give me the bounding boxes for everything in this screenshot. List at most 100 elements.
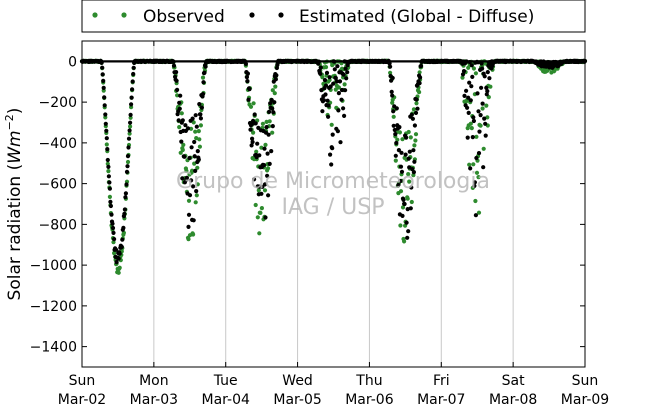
plot-area	[82, 41, 585, 367]
estimated-point	[266, 193, 271, 198]
observed-point	[193, 200, 198, 205]
estimated-point	[103, 121, 108, 126]
estimated-point	[472, 183, 477, 188]
estimated-point	[109, 212, 114, 217]
estimated-point	[187, 155, 192, 161]
estimated-point	[471, 118, 476, 124]
estimated-point	[130, 87, 135, 92]
estimated-point	[243, 61, 248, 66]
observed-point	[104, 142, 109, 147]
y-tick-label: 0	[68, 54, 77, 70]
observed-point	[200, 75, 206, 80]
estimated-point	[391, 123, 396, 128]
estimated-point	[125, 164, 130, 169]
observed-point	[406, 129, 411, 135]
estimated-point	[176, 118, 181, 123]
estimated-point	[131, 71, 136, 77]
estimated-point	[262, 146, 267, 151]
estimated-point	[198, 112, 203, 117]
observed-point	[191, 120, 196, 125]
y-tick-label: −400	[39, 136, 77, 152]
estimated-point	[332, 67, 337, 72]
observed-point	[180, 147, 185, 153]
observed-point	[400, 137, 405, 142]
estimated-point	[325, 98, 330, 103]
x-tick-label-day: Sun	[572, 373, 599, 389]
watermark-line-2: IAG / USP	[282, 195, 385, 220]
estimated-point	[202, 70, 207, 75]
legend-observed-marker-2	[121, 12, 127, 18]
estimated-point	[185, 126, 191, 131]
estimated-point	[338, 140, 343, 145]
estimated-point	[112, 237, 117, 242]
observed-point	[398, 189, 404, 194]
estimated-point	[388, 64, 393, 69]
estimated-point	[191, 218, 196, 223]
estimated-point	[266, 132, 271, 137]
observed-point	[406, 172, 411, 177]
estimated-point	[255, 141, 260, 146]
estimated-point	[245, 79, 250, 84]
observed-point	[195, 165, 200, 170]
observed-point	[197, 137, 202, 142]
observed-point	[417, 70, 422, 75]
estimated-point	[320, 109, 325, 114]
estimated-point	[198, 116, 203, 121]
observed-point	[476, 175, 481, 180]
estimated-point	[106, 174, 111, 179]
estimated-point	[106, 164, 111, 169]
estimated-point	[404, 220, 409, 225]
observed-point	[127, 131, 132, 136]
estimated-point	[406, 156, 411, 161]
estimated-point	[192, 154, 197, 159]
estimated-point	[400, 213, 405, 218]
observed-point	[481, 146, 486, 151]
estimated-point	[461, 69, 467, 74]
observed-point	[117, 265, 122, 270]
x-tick-label-day: Sun	[69, 373, 96, 389]
estimated-point	[476, 151, 482, 156]
observed-point	[112, 251, 117, 256]
estimated-point	[478, 113, 483, 118]
estimated-point	[482, 74, 487, 79]
estimated-point	[265, 151, 270, 156]
estimated-point	[406, 229, 411, 234]
estimated-point	[195, 149, 200, 154]
x-tick-label-day: Thu	[355, 373, 382, 389]
y-tick-label: −1200	[30, 299, 77, 315]
estimated-point	[261, 163, 267, 168]
observed-point	[342, 82, 347, 87]
observed-point	[405, 196, 410, 201]
estimated-point	[196, 157, 201, 162]
observed-point	[417, 90, 422, 95]
observed-point	[194, 193, 199, 198]
estimated-point	[335, 64, 340, 69]
estimated-point	[319, 88, 324, 93]
observed-point	[469, 126, 474, 131]
estimated-point	[407, 165, 412, 170]
estimated-point	[267, 161, 272, 166]
observed-point	[411, 107, 416, 112]
estimated-point	[389, 89, 394, 94]
estimated-point	[402, 201, 407, 207]
estimated-point	[193, 168, 198, 173]
legend: Observed Estimated (Global - Diffuse)	[81, 0, 586, 33]
estimated-point	[343, 66, 348, 71]
observed-point	[407, 179, 412, 184]
estimated-point	[328, 152, 333, 157]
estimated-point	[252, 112, 257, 117]
estimated-point	[407, 149, 412, 154]
estimated-point	[394, 140, 399, 146]
observed-point	[391, 114, 396, 119]
estimated-point	[419, 63, 424, 69]
estimated-point	[337, 79, 343, 84]
x-axis: Sun Mar-02 Mon Mar-03 Tue Mar-04 Wed Mar-05 Thu M…	[58, 41, 609, 408]
estimated-point	[203, 64, 208, 69]
observed-point	[476, 210, 482, 215]
estimated-point	[171, 63, 177, 68]
observed-point	[193, 129, 198, 134]
y-axis-label: Solar radiation (Wm−2)	[3, 108, 25, 301]
observed-point	[336, 85, 341, 90]
observed-point	[259, 206, 264, 211]
estimated-point	[480, 101, 485, 106]
